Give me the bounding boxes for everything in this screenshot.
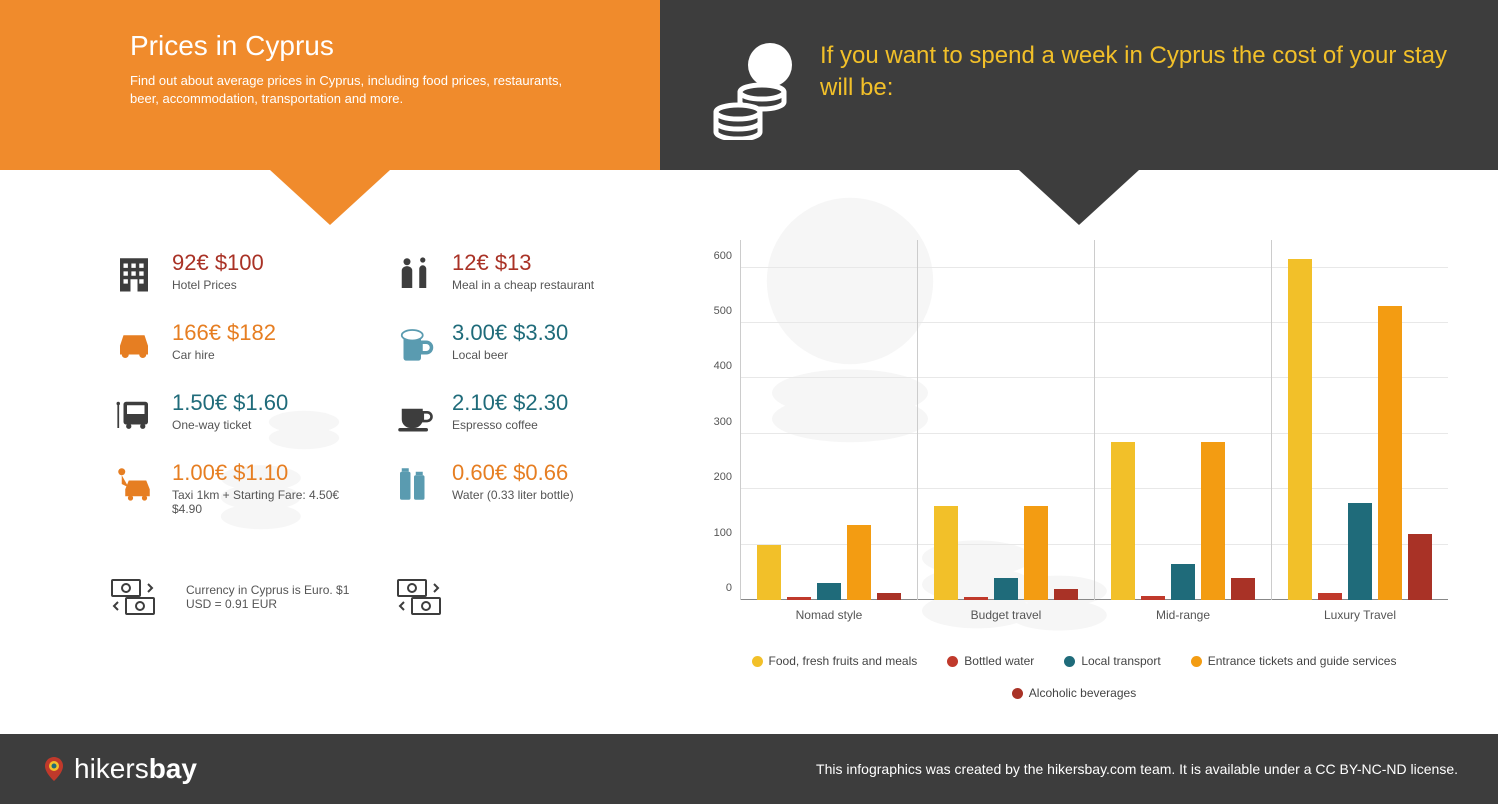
legend-label: Bottled water (964, 654, 1034, 668)
price-item: 92€ $100 Hotel Prices (110, 250, 350, 298)
car-icon (110, 320, 158, 368)
footer: hikersbay This infographics was created … (0, 734, 1498, 804)
price-label: One-way ticket (172, 418, 288, 432)
currency-exchange-icon (110, 578, 156, 616)
price-label: Local beer (452, 348, 568, 362)
price-item: 2.10€ $2.30 Espresso coffee (390, 390, 630, 438)
bar (847, 525, 871, 600)
price-label: Hotel Prices (172, 278, 264, 292)
price-value: 2.10€ $2.30 (452, 390, 568, 416)
brand-logo: hikersbay (40, 753, 197, 785)
y-tick-label: 600 (700, 250, 732, 262)
bar (757, 545, 781, 600)
price-value: 12€ $13 (452, 250, 594, 276)
beer-icon (390, 320, 438, 368)
legend-item: Entrance tickets and guide services (1191, 654, 1397, 668)
legend-label: Entrance tickets and guide services (1208, 654, 1397, 668)
legend-swatch (1191, 656, 1202, 667)
bar (1201, 442, 1225, 600)
chart-group: Mid-range (1095, 240, 1272, 600)
coins-icon (700, 40, 800, 140)
currency-exchange-icon (396, 578, 442, 616)
bar (817, 583, 841, 600)
bar (1171, 564, 1195, 600)
bar (1054, 589, 1078, 600)
cost-chart: 0 100 200 300 400 500 600 Nomad styleBudget tra… (660, 230, 1498, 734)
hotel-icon (110, 250, 158, 298)
y-tick-label: 300 (700, 416, 732, 428)
price-label: Taxi 1km + Starting Fare: 4.50€ $4.90 (172, 488, 350, 516)
brand-text-bold: bay (149, 753, 197, 784)
price-label: Water (0.33 liter bottle) (452, 488, 574, 502)
bus-icon (110, 390, 158, 438)
legend-swatch (947, 656, 958, 667)
x-tick-label: Nomad style (741, 600, 917, 622)
chart-group: Nomad style (740, 240, 918, 600)
price-value: 0.60€ $0.66 (452, 460, 574, 486)
bar (1231, 578, 1255, 600)
chart-group: Budget travel (918, 240, 1095, 600)
bar (1288, 259, 1312, 600)
price-value: 1.50€ $1.60 (172, 390, 288, 416)
price-value: 1.00€ $1.10 (172, 460, 350, 486)
price-value: 92€ $100 (172, 250, 264, 276)
legend-swatch (1064, 656, 1075, 667)
bar (1318, 593, 1342, 600)
y-tick-label: 200 (700, 471, 732, 483)
x-tick-label: Budget travel (918, 600, 1094, 622)
y-tick-label: 500 (700, 305, 732, 317)
water-icon (390, 460, 438, 508)
x-tick-label: Mid-range (1095, 600, 1271, 622)
price-item: 1.50€ $1.60 One-way ticket (110, 390, 350, 438)
bar (1024, 506, 1048, 600)
price-item: 0.60€ $0.66 Water (0.33 liter bottle) (390, 460, 630, 508)
prices-panel: 92€ $100 Hotel Prices 166€ $182 Car hire… (0, 230, 660, 734)
currency-note: Currency in Cyprus is Euro. $1 USD = 0.9… (186, 583, 366, 611)
price-item: 1.00€ $1.10 Taxi 1km + Starting Fare: 4.… (110, 460, 350, 516)
price-label: Espresso coffee (452, 418, 568, 432)
chart-heading: If you want to spend a week in Cyprus th… (820, 40, 1448, 105)
bar (994, 578, 1018, 600)
price-value: 3.00€ $3.30 (452, 320, 568, 346)
legend-item: Local transport (1064, 654, 1160, 668)
taxi-icon (110, 460, 158, 508)
price-item: 12€ $13 Meal in a cheap restaurant (390, 250, 630, 298)
legend-swatch (1012, 688, 1023, 699)
bar (877, 593, 901, 600)
y-tick-label: 0 (700, 582, 732, 594)
price-label: Car hire (172, 348, 276, 362)
chart-group: Luxury Travel (1272, 240, 1448, 600)
bar (1408, 534, 1432, 600)
coffee-icon (390, 390, 438, 438)
x-tick-label: Luxury Travel (1272, 600, 1448, 622)
legend-item: Bottled water (947, 654, 1034, 668)
legend-swatch (752, 656, 763, 667)
concierge-icon (390, 250, 438, 298)
legend-label: Food, fresh fruits and meals (769, 654, 918, 668)
y-tick-label: 100 (700, 527, 732, 539)
pin-icon (40, 755, 68, 783)
legend-label: Local transport (1081, 654, 1160, 668)
y-tick-label: 400 (700, 360, 732, 372)
price-value: 166€ $182 (172, 320, 276, 346)
legend-item: Food, fresh fruits and meals (752, 654, 918, 668)
price-label: Meal in a cheap restaurant (452, 278, 594, 292)
page-subtitle: Find out about average prices in Cyprus,… (130, 72, 590, 108)
legend-item: Alcoholic beverages (1012, 686, 1136, 700)
price-item: 3.00€ $3.30 Local beer (390, 320, 630, 368)
banner-left: Prices in Cyprus Find out about average … (0, 0, 660, 170)
legend-label: Alcoholic beverages (1029, 686, 1136, 700)
bar (1348, 503, 1372, 600)
footer-credit: This infographics was created by the hik… (816, 761, 1458, 777)
bar (1111, 442, 1135, 600)
price-item: 166€ $182 Car hire (110, 320, 350, 368)
brand-text: hikers (74, 753, 149, 784)
bar (934, 506, 958, 600)
bar (1378, 306, 1402, 600)
page-title: Prices in Cyprus (130, 30, 610, 62)
banner-right: If you want to spend a week in Cyprus th… (660, 0, 1498, 170)
